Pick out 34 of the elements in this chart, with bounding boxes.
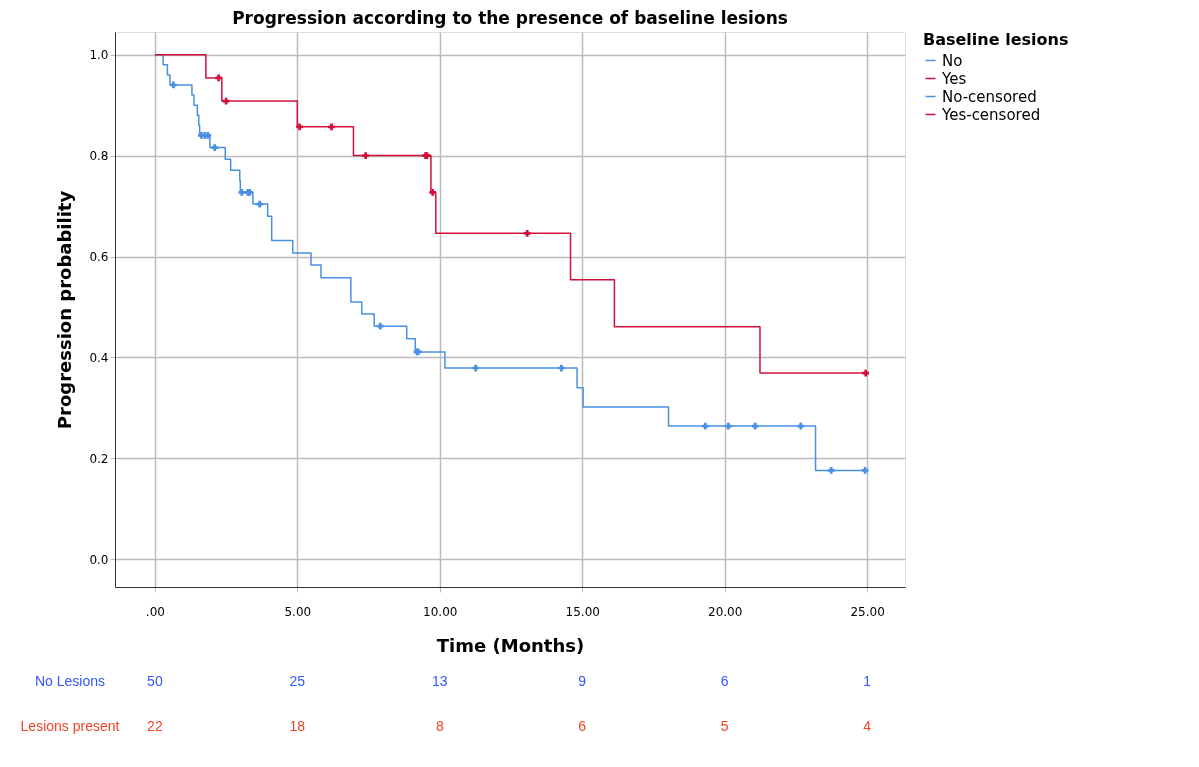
y-tick-label: 1.0 — [89, 48, 109, 63]
text: No Lesions — [34, 673, 106, 689]
text: 9 — [578, 673, 587, 689]
x-tick-label: .00 — [145, 604, 165, 619]
text: 50 — [147, 673, 163, 689]
legend-label: Yes-censored — [941, 105, 1041, 124]
y-tick-label: 0.8 — [89, 149, 109, 164]
text: 6 — [720, 673, 729, 689]
x-tick-label: 25.00 — [850, 604, 885, 619]
x-axis-title: Time (Months) — [436, 634, 585, 656]
x-tick-label: 5.00 — [284, 604, 312, 619]
y-tick-label: 0.6 — [89, 250, 109, 265]
y-tick-label: 0.2 — [89, 451, 109, 466]
text: 6 — [578, 718, 587, 734]
text: 13 — [431, 673, 448, 689]
x-tick-label: 10.00 — [423, 604, 458, 619]
x-tick-label: 20.00 — [707, 604, 743, 619]
y-tick-label: 0.4 — [89, 350, 109, 365]
y-tick-label: 0.0 — [89, 552, 109, 567]
legend-label: Yes — [941, 69, 967, 88]
text: 18 — [289, 718, 306, 734]
y-axis-title: Progression probability — [54, 190, 76, 430]
x-tick-label: 15.00 — [565, 604, 600, 619]
text: 22 — [147, 718, 163, 734]
legend-label: No-censored — [942, 87, 1037, 106]
text: 4 — [863, 718, 872, 734]
text: Lesions present — [20, 718, 120, 734]
text: 5 — [720, 718, 729, 734]
legend-title: Baseline lesions — [923, 30, 1069, 49]
legend-label: No — [942, 51, 963, 70]
text: 25 — [289, 673, 306, 689]
text: 8 — [435, 718, 444, 734]
text: 1 — [863, 673, 872, 689]
chart-title: Progression according to the presence of baseline lesions — [232, 8, 788, 28]
